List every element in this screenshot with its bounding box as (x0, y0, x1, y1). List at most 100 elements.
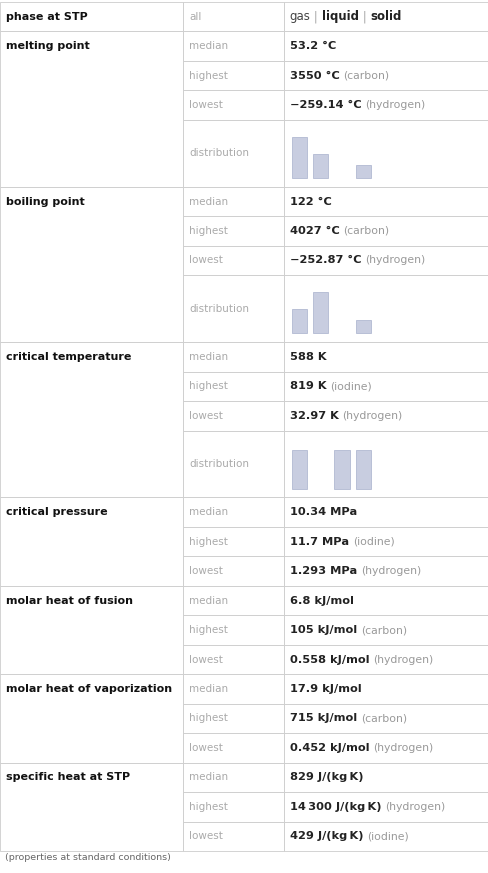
Text: (hydrogen): (hydrogen) (365, 256, 425, 265)
Bar (183, 733, 283, 763)
Bar (183, 763, 283, 792)
Bar (183, 704, 283, 733)
Bar (183, 586, 283, 615)
Text: 122 °C: 122 °C (289, 196, 331, 207)
Bar (283, 498, 488, 527)
Bar (291, 137, 306, 178)
Text: distribution: distribution (189, 459, 249, 469)
Text: lowest: lowest (189, 256, 223, 265)
Text: |: | (310, 10, 321, 24)
Bar (283, 31, 488, 61)
Bar (183, 430, 283, 498)
Bar (291, 309, 306, 333)
Bar (283, 821, 488, 851)
Text: (carbon): (carbon) (343, 71, 389, 80)
Text: 829 J/(kg K): 829 J/(kg K) (289, 773, 363, 782)
Bar (0, 31, 183, 187)
Text: 6.8 kJ/mol: 6.8 kJ/mol (289, 595, 353, 606)
Text: critical pressure: critical pressure (6, 507, 107, 517)
Bar (0, 674, 183, 763)
Bar (183, 792, 283, 821)
Text: lowest: lowest (189, 655, 223, 664)
Bar (183, 556, 283, 586)
Text: 715 kJ/mol: 715 kJ/mol (289, 713, 356, 724)
Bar (283, 733, 488, 763)
Bar (183, 217, 283, 245)
Text: |: | (358, 10, 370, 24)
Text: 429 J/(kg K): 429 J/(kg K) (289, 831, 363, 842)
Text: 0.452 kJ/mol: 0.452 kJ/mol (289, 743, 368, 753)
Bar (283, 615, 488, 645)
Bar (183, 821, 283, 851)
Text: 10.34 MPa: 10.34 MPa (289, 507, 356, 517)
Bar (283, 245, 488, 275)
Bar (283, 674, 488, 704)
Text: (hydrogen): (hydrogen) (372, 655, 432, 664)
Text: lowest: lowest (189, 100, 223, 110)
Text: highest: highest (189, 226, 228, 236)
Text: median: median (189, 773, 228, 782)
Text: highest: highest (189, 625, 228, 635)
Text: (hydrogen): (hydrogen) (372, 743, 432, 753)
Bar (183, 527, 283, 556)
Text: median: median (189, 352, 228, 362)
Text: (iodine): (iodine) (352, 537, 394, 546)
Bar (283, 2, 488, 31)
Bar (283, 527, 488, 556)
Text: 14 300 J/(kg K): 14 300 J/(kg K) (289, 801, 380, 812)
Bar (283, 792, 488, 821)
Bar (283, 120, 488, 187)
Bar (183, 120, 283, 187)
Bar (283, 217, 488, 245)
Bar (183, 342, 283, 372)
Bar (183, 31, 283, 61)
Bar (183, 61, 283, 91)
Text: highest: highest (189, 71, 228, 80)
Bar (183, 245, 283, 275)
Bar (283, 342, 488, 372)
Bar (312, 154, 327, 178)
Text: median: median (189, 507, 228, 517)
Bar (183, 2, 283, 31)
Text: critical temperature: critical temperature (6, 352, 131, 362)
Text: lowest: lowest (189, 743, 223, 753)
Bar (283, 556, 488, 586)
Text: (carbon): (carbon) (360, 713, 406, 724)
Text: 53.2 °C: 53.2 °C (289, 41, 335, 52)
Bar (0, 498, 183, 586)
Text: median: median (189, 595, 228, 606)
Bar (283, 586, 488, 615)
Text: −259.14 °C: −259.14 °C (289, 100, 361, 110)
Text: median: median (189, 684, 228, 694)
Bar (183, 498, 283, 527)
Text: 32.97 K: 32.97 K (289, 411, 338, 421)
Text: molar heat of fusion: molar heat of fusion (6, 595, 133, 606)
Text: 4027 °C: 4027 °C (289, 226, 339, 236)
Text: 588 K: 588 K (289, 352, 325, 362)
Text: (hydrogen): (hydrogen) (365, 100, 425, 110)
Text: all: all (189, 11, 202, 22)
Text: liquid: liquid (321, 10, 358, 24)
Bar (183, 275, 283, 342)
Text: (hydrogen): (hydrogen) (342, 411, 402, 421)
Text: highest: highest (189, 382, 228, 391)
Text: −252.87 °C: −252.87 °C (289, 256, 360, 265)
Text: (hydrogen): (hydrogen) (360, 566, 420, 576)
Bar (283, 91, 488, 120)
Text: distribution: distribution (189, 148, 249, 158)
Text: melting point: melting point (6, 41, 90, 52)
Bar (0, 187, 183, 342)
Bar (183, 372, 283, 401)
Bar (283, 275, 488, 342)
Bar (283, 430, 488, 498)
Bar (183, 91, 283, 120)
Bar (283, 372, 488, 401)
Bar (283, 401, 488, 430)
Bar (283, 61, 488, 91)
Text: (iodine): (iodine) (366, 831, 408, 842)
Text: lowest: lowest (189, 411, 223, 421)
Text: highest: highest (189, 713, 228, 724)
Text: (hydrogen): (hydrogen) (385, 801, 445, 812)
Text: lowest: lowest (189, 831, 223, 842)
Bar (183, 615, 283, 645)
